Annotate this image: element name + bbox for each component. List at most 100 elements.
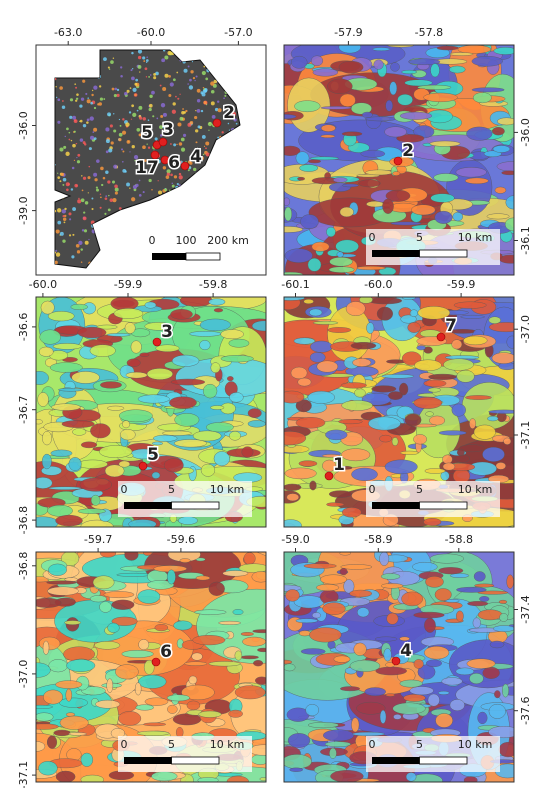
site-label: 7 [445,316,457,336]
site-marker [151,657,161,667]
map-panel: -59.0 -58.9 -58.8 -37.4 -37.6 4 0 5 10 km [281,533,532,783]
land-cover [284,297,514,527]
site-marker [391,656,401,666]
x-tick-label: -57.8 [415,26,443,39]
y-tick-label: -37.1 [519,421,532,449]
map-area [284,297,514,527]
scale-segment [419,249,468,258]
site-marker [436,332,446,342]
scale-box [366,481,500,517]
scale-segment [124,757,172,764]
scale-label: 10 km [458,483,493,496]
site-label: 17 [135,158,159,178]
x-tick-label: -59.0 [281,533,309,546]
map-panel: -59.7 -59.6 -36.8 -37.0 -37.1 6 0 5 10 km [17,533,267,788]
x-tick-label: -59.7 [84,533,112,546]
map-panel: -60.0 -59.9 -59.8 -36.6 -36.7 -36.8 3 5 0 5 10 km [17,278,267,534]
site-marker [180,161,190,171]
x-tick-label: -60.0 [137,26,165,39]
scale-label: 0 [121,483,128,496]
y-tick-label: -36.8 [17,552,30,580]
map-area [36,552,266,782]
site-label: 5 [147,445,159,465]
x-tick-label: -59.6 [167,533,195,546]
x-tick-label: -57.9 [334,26,362,39]
map-area [36,45,266,275]
land-cover [284,552,514,782]
x-tick-label: -58.9 [364,533,392,546]
scale-bar: 0 5 10 km [366,481,500,517]
y-tick-label: -37.4 [519,595,532,623]
scale-segment [124,502,172,509]
panel-frame [283,44,515,276]
site-label: 1 [333,455,345,475]
site-marker [158,137,168,147]
x-tick-label: -63.0 [54,26,82,39]
scale-bar: 0 5 10 km [366,736,500,772]
scale-bar: 0 5 10 km [118,481,252,517]
map-panel: -60.1 -60.0 -59.9 -37.0 -37.1 7 1 0 5 10 km [281,278,532,528]
x-tick-label: -59.9 [114,278,142,291]
scale-segment [171,501,220,510]
map-panel: -57.9 -57.8 -36.0 -36.1 2 0 5 10 km [283,26,532,276]
x-tick-label: -60.1 [281,278,309,291]
panel-frame [283,296,515,528]
site-label: 3 [162,120,174,140]
map-panel: -63.0 -60.0 -57.0 -36.0 -39.0 2 5 317 6 4 0 100 200 … [17,26,267,276]
y-tick-label: -39.0 [17,196,30,224]
x-tick-label: -60.0 [29,278,57,291]
y-tick-label: -37.0 [519,315,532,343]
site-label: 4 [190,147,202,167]
scale-label: 5 [168,483,175,496]
scale-segment [419,501,468,510]
scale-bar: 0 5 10 km [118,736,252,772]
site-label: 6 [168,153,180,173]
scale-label: 0 [369,483,376,496]
scale-segment [185,252,221,261]
site-label: 2 [402,141,414,161]
site-label: 5 [141,123,153,143]
y-tick-label: -37.6 [519,696,532,724]
scale-label: 0 [121,738,128,751]
x-tick-label: -60.0 [364,278,392,291]
y-tick-label: -36.1 [519,226,532,254]
scale-label: 10 km [458,231,493,244]
scale-label: 10 km [458,738,493,751]
scale-box [118,736,252,772]
land-cover [36,552,266,782]
site-marker [212,118,222,128]
scale-label: 5 [416,738,423,751]
y-tick-label: -36.0 [519,118,532,146]
scale-segment [372,757,420,764]
x-tick-label: -59.9 [447,278,475,291]
scale-label: 0 [149,234,156,247]
scale-label: 10 km [210,483,245,496]
scale-box [366,736,500,772]
scale-box [118,481,252,517]
site-marker [138,461,148,471]
scale-segment [372,502,420,509]
scale-label: 5 [416,483,423,496]
y-tick-label: -36.8 [17,506,30,534]
y-tick-label: -37.1 [17,761,30,788]
scale-segment [372,250,420,257]
y-tick-label: -36.0 [17,111,30,139]
site-label: 3 [161,322,173,342]
scale-label: 100 [176,234,197,247]
panel-frame [283,551,515,783]
scale-label: 200 km [207,234,249,247]
site-label: 2 [223,103,235,123]
site-marker [160,155,170,165]
site-marker [393,156,403,166]
scale-label: 10 km [210,738,245,751]
panel-frame [35,296,267,528]
site-label: 6 [160,642,172,662]
scale-label: 0 [369,738,376,751]
panel-frame [35,551,267,783]
x-tick-label: -59.8 [199,278,227,291]
site-marker [150,150,160,160]
x-tick-label: -58.8 [445,533,473,546]
y-tick-label: -37.0 [17,660,30,688]
scale-label: 5 [168,738,175,751]
